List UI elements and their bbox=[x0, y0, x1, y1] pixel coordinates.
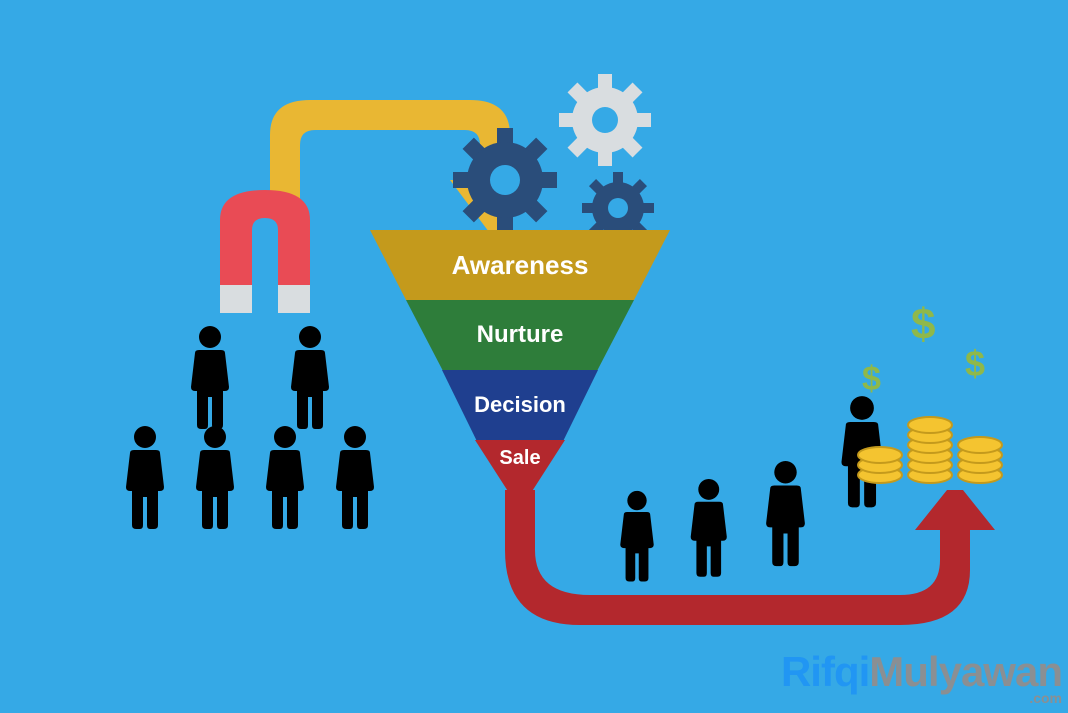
sales-funnel: Awareness Nurture Decision Sale bbox=[370, 230, 670, 510]
watermark-part2: Mulyawan bbox=[869, 648, 1062, 695]
gear-light-icon bbox=[557, 72, 653, 168]
magnet-icon bbox=[200, 190, 330, 340]
infographic-canvas: Awareness Nurture Decision Sale bbox=[0, 0, 1068, 713]
gear-large-dark-icon bbox=[450, 125, 560, 235]
funnel-stage-awareness: Awareness bbox=[370, 230, 670, 300]
person-icon bbox=[330, 425, 380, 530]
coin-stack-icon bbox=[905, 400, 955, 485]
funnel-stage-nurture: Nurture bbox=[406, 300, 634, 370]
watermark-part1: Rifqi bbox=[781, 648, 869, 695]
person-icon bbox=[285, 325, 335, 430]
stage-label: Decision bbox=[474, 392, 566, 418]
person-icon bbox=[685, 478, 733, 578]
coin-stack-icon bbox=[955, 418, 1005, 485]
person-icon bbox=[120, 425, 170, 530]
stage-label: Awareness bbox=[452, 250, 589, 281]
watermark: RifqiMulyawan .com bbox=[781, 653, 1062, 705]
stage-label: Sale bbox=[499, 448, 540, 468]
output-arrow bbox=[480, 490, 1000, 640]
person-icon bbox=[185, 325, 235, 430]
stage-label: Nurture bbox=[477, 321, 564, 349]
person-icon bbox=[260, 425, 310, 530]
person-icon bbox=[615, 490, 659, 582]
dollar-sign: $ bbox=[862, 360, 881, 399]
person-icon bbox=[190, 425, 240, 530]
dollar-sign: $ bbox=[911, 300, 935, 350]
dollar-sign: $ bbox=[965, 343, 985, 385]
funnel-stage-decision: Decision bbox=[442, 370, 598, 440]
coin-stack-icon bbox=[855, 430, 905, 485]
person-icon bbox=[760, 460, 811, 567]
output-arrow-path bbox=[505, 490, 995, 625]
